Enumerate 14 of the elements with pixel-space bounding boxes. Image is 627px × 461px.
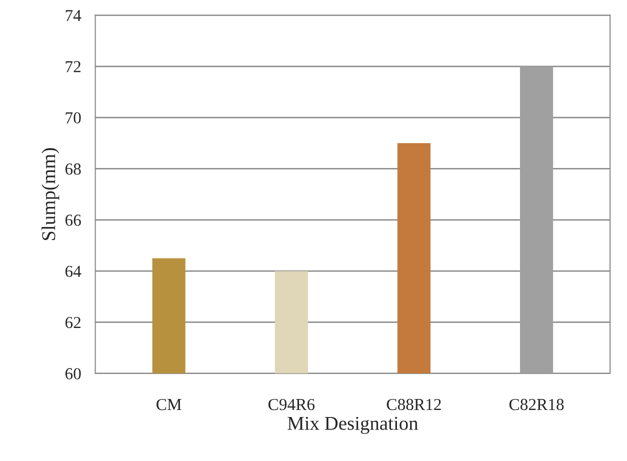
y-tick-label: 72 [66, 61, 80, 72]
y-axis-title: Slump(mm) [42, 148, 60, 240]
x-tick-label: C82R18 [509, 398, 564, 410]
y-tick-label: 68 [65, 163, 81, 175]
y-tick-label: 66 [65, 214, 81, 226]
y-tick-label: 60 [65, 368, 81, 380]
x-tick-label: C88R12 [386, 398, 441, 410]
x-axis-title: Mix Designation [288, 416, 418, 434]
x-tick-label: C94R6 [268, 398, 315, 410]
x-tick-label: CM [156, 398, 182, 410]
y-tick-label: 62 [65, 316, 80, 328]
y-tick-label: 74 [66, 10, 82, 21]
y-tick-label: 64 [65, 266, 82, 278]
y-tick-label: 70 [66, 112, 81, 124]
